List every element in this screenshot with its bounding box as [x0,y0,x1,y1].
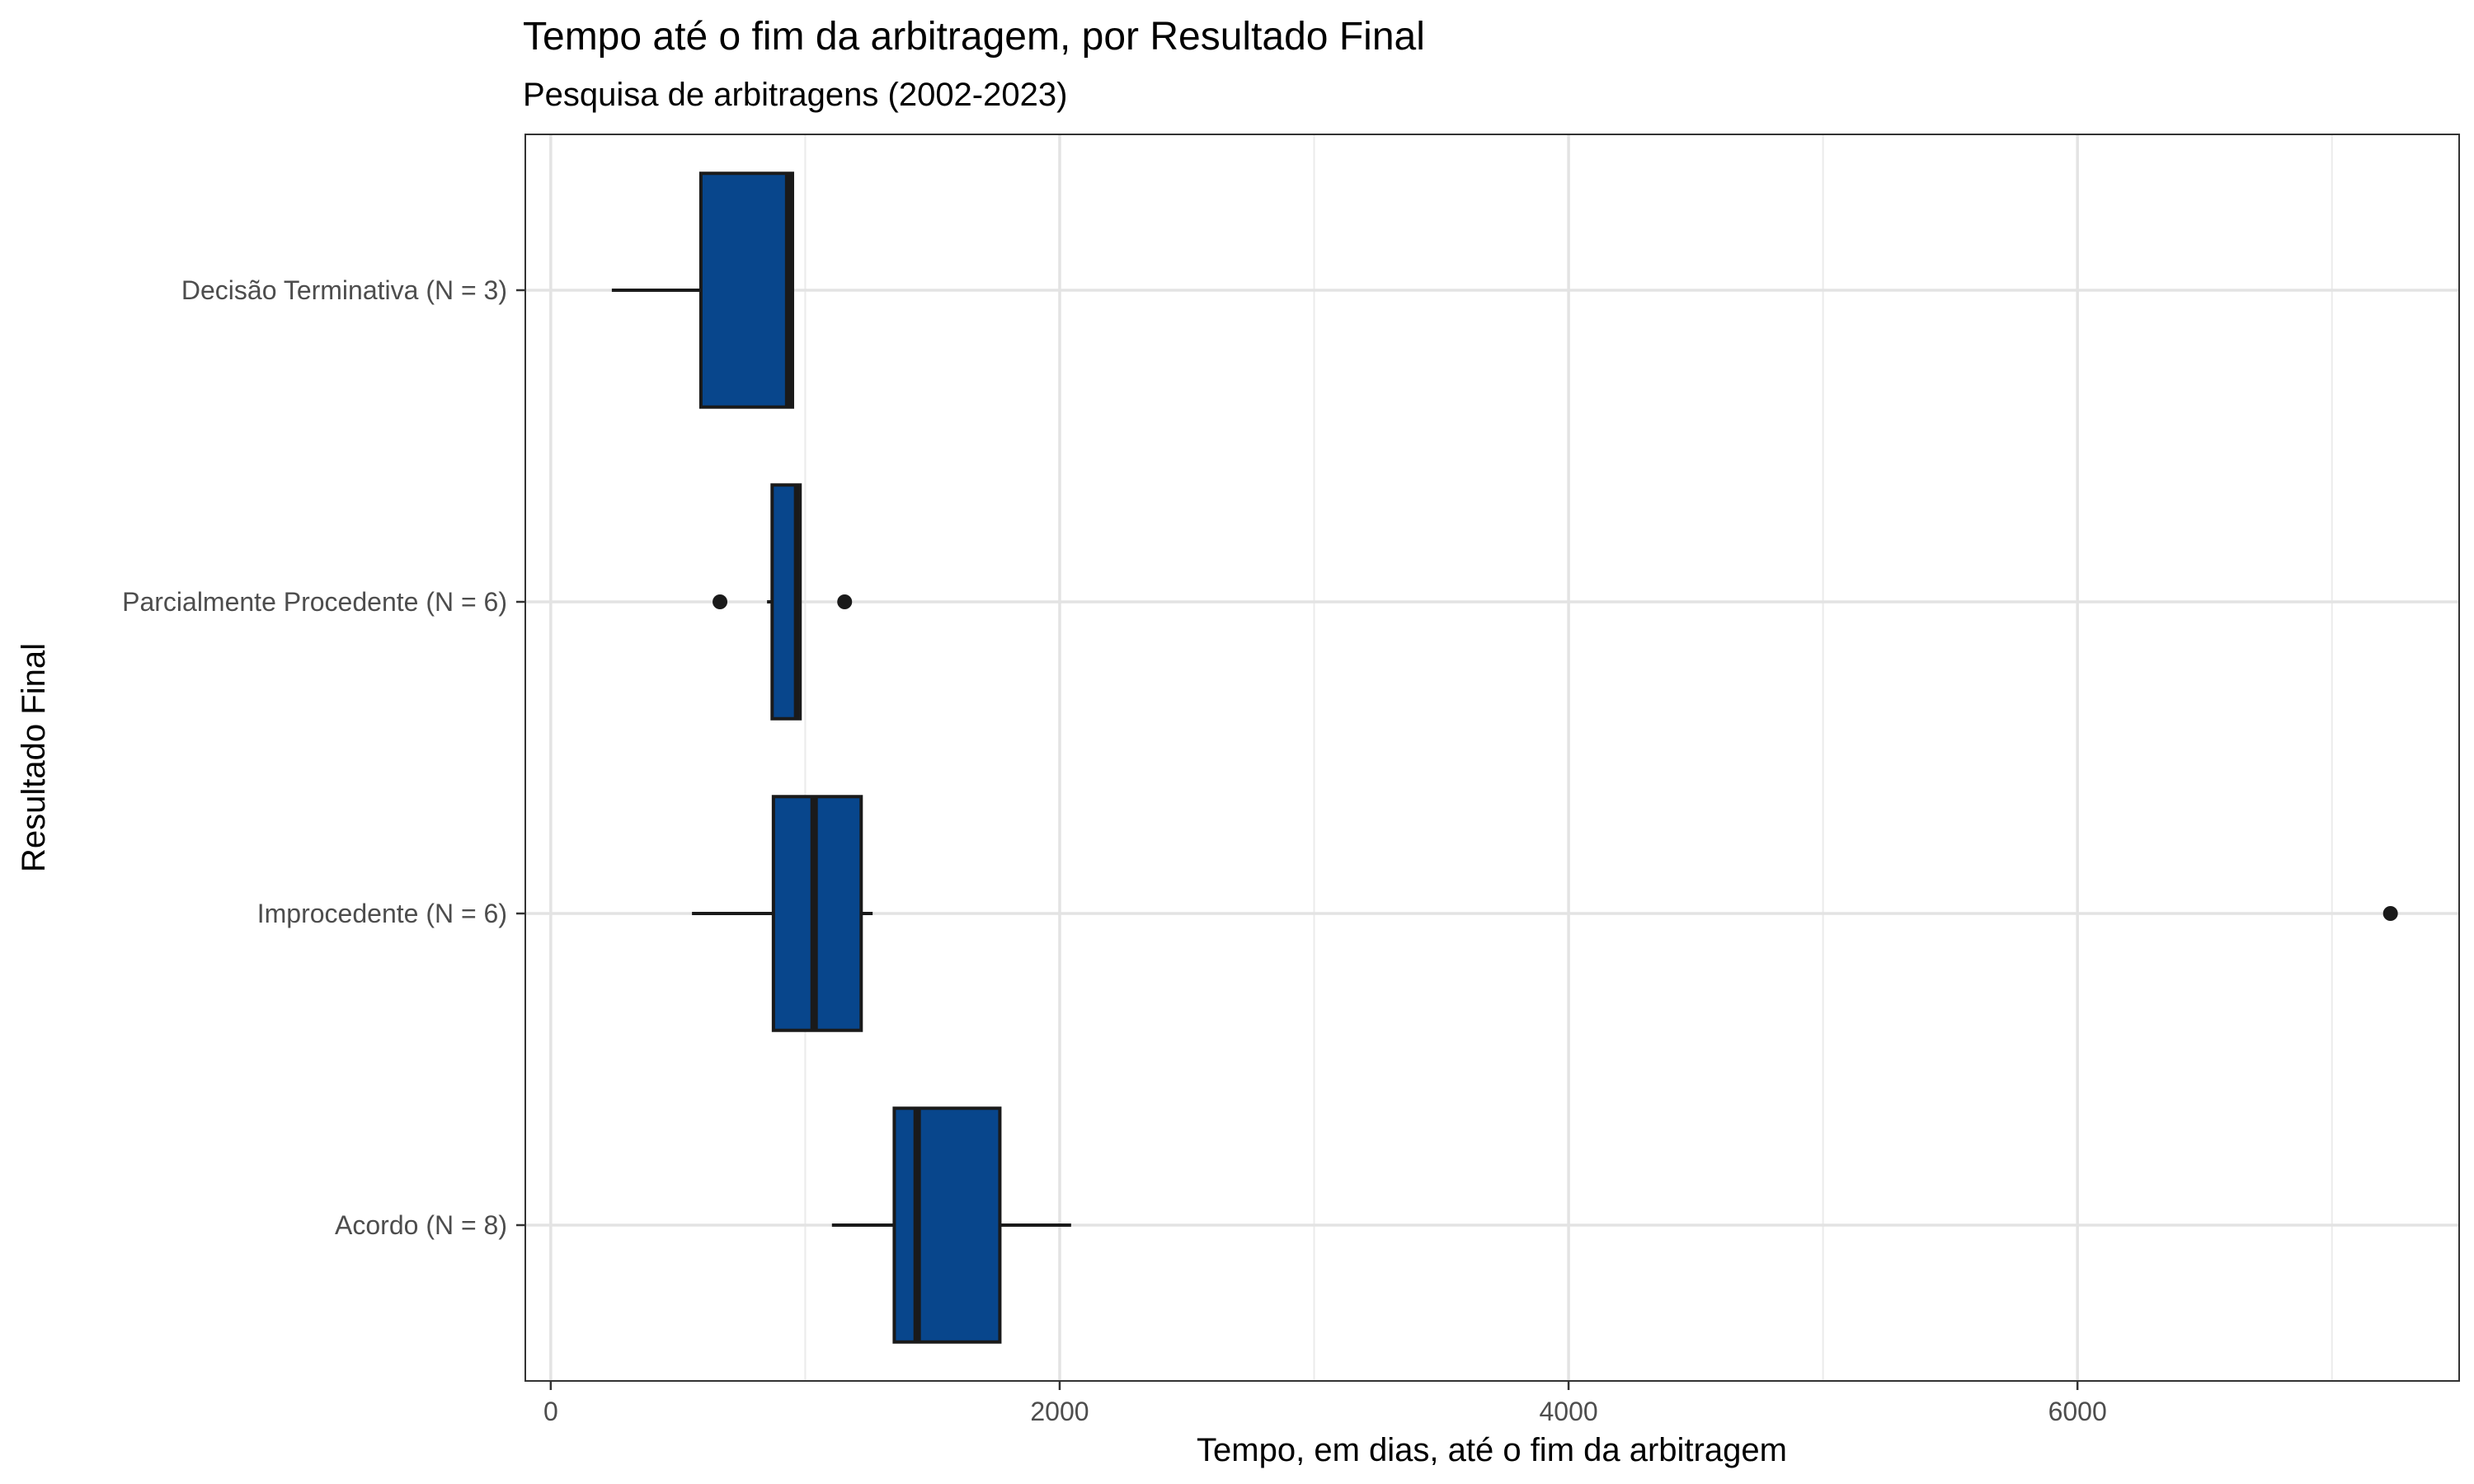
box-body [892,1106,1002,1344]
chart-title: Tempo até o fim da arbitragem, por Resul… [523,15,1425,59]
box-3 [831,1106,1071,1344]
y-tick-label: Parcialmente Procedente (N = 6) [122,587,507,617]
box-1 [713,483,853,721]
outlier-point [2382,906,2398,921]
box-body [698,171,794,409]
box-0 [611,171,794,409]
y-tick-label: Improcedente (N = 6) [257,899,507,928]
y-tick-label: Acordo (N = 8) [335,1210,507,1240]
plot-panel [524,134,2460,1382]
x-tick-label: 0 [543,1397,558,1426]
chart-subtitle: Pesquisa de arbitragens (2002-2023) [523,77,1067,113]
y-axis-title: Resultado Final [16,643,52,872]
x-axis-title: Tempo, em dias, até o fim da arbitragem [1197,1432,1787,1468]
x-tick-label: 6000 [2048,1397,2107,1426]
axes: 0 2000 4000 6000 Decisão Terminativa (N = 3)… [122,275,2107,1426]
x-tick-label: 4000 [1539,1397,1597,1426]
x-tick-label: 2000 [1030,1397,1089,1426]
box-layer [611,171,2398,1344]
outlier-point [837,594,853,609]
grid-lines [525,134,2459,1381]
outlier-point [713,594,728,609]
y-tick-label: Decisão Terminativa (N = 3) [181,275,507,305]
box-2 [692,795,2398,1032]
